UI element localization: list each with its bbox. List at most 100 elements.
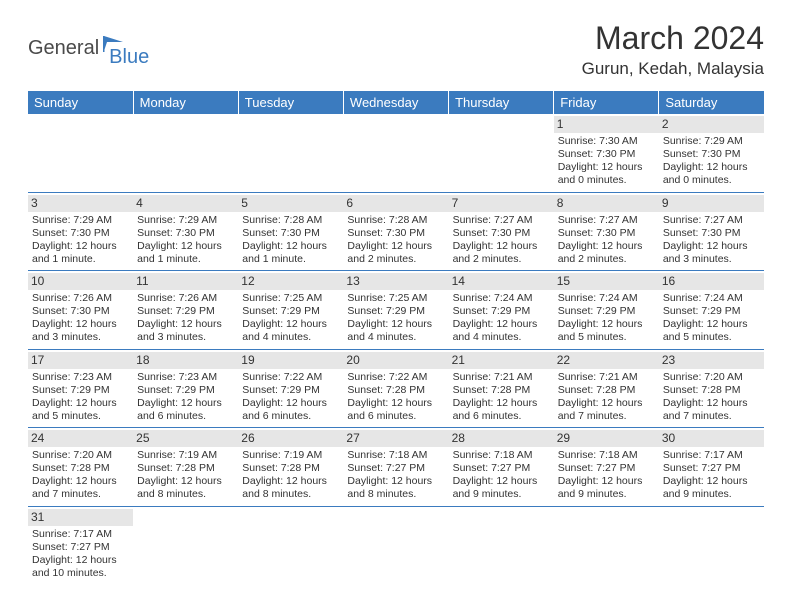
day-set: Sunset: 7:27 PM [32,541,129,554]
day-set: Sunset: 7:30 PM [453,227,550,240]
day-number: 6 [343,195,448,212]
calendar-day-cell: 29 Sunrise: 7:18 AMSunset: 7:27 PMDayligh… [554,428,659,507]
day-day: Daylight: 12 hours and 1 minute. [32,240,129,266]
day-number: 28 [449,430,554,447]
day-number: 26 [238,430,343,447]
day-number: 10 [28,273,133,290]
day-number: 29 [554,430,659,447]
day-number: 11 [133,273,238,290]
day-rise: Sunrise: 7:25 AM [347,292,444,305]
day-set: Sunset: 7:28 PM [453,384,550,397]
day-day: Daylight: 12 hours and 7 minutes. [32,475,129,501]
page-subtitle: Gurun, Kedah, Malaysia [582,59,764,79]
day-number: 8 [554,195,659,212]
day-day: Daylight: 12 hours and 9 minutes. [558,475,655,501]
calendar-day-cell: 7Sunrise: 7:27 AMSunset: 7:30 PMDaylight… [449,192,554,271]
day-set: Sunset: 7:30 PM [242,227,339,240]
day-rise: Sunrise: 7:19 AM [242,449,339,462]
day-number: 5 [238,195,343,212]
day-day: Daylight: 12 hours and 3 minutes. [137,318,234,344]
day-number: 9 [659,195,764,212]
calendar-day-cell: . [343,506,448,584]
day-rise: Sunrise: 7:26 AM [32,292,129,305]
day-number: 21 [449,352,554,369]
calendar-day-cell: 25Sunrise: 7:19 AMSunset: 7:28 PMDayligh… [133,428,238,507]
day-day: Daylight: 12 hours and 0 minutes. [558,161,655,187]
day-number: 15 [554,273,659,290]
calendar-day-cell: 17Sunrise: 7:23 AMSunset: 7:29 PMDayligh… [28,349,133,428]
calendar-day-cell: 23Sunrise: 7:20 AMSunset: 7:28 PMDayligh… [659,349,764,428]
day-day: Daylight: 12 hours and 5 minutes. [663,318,760,344]
day-set: Sunset: 7:29 PM [137,305,234,318]
day-number: 30 [659,430,764,447]
day-rise: Sunrise: 7:30 AM [558,135,655,148]
day-set: Sunset: 7:27 PM [558,462,655,475]
calendar-day-cell: 1Sunrise: 7:30 AMSunset: 7:30 PMDaylight… [554,114,659,192]
weekday-header: Sunday [28,91,133,114]
day-rise: Sunrise: 7:22 AM [242,371,339,384]
day-set: Sunset: 7:27 PM [663,462,760,475]
calendar-day-cell: 2Sunrise: 7:29 AMSunset: 7:30 PMDaylight… [659,114,764,192]
day-set: Sunset: 7:30 PM [347,227,444,240]
day-set: Sunset: 7:29 PM [137,384,234,397]
day-set: Sunset: 7:29 PM [347,305,444,318]
calendar-day-cell: 26 Sunrise: 7:19 AMSunset: 7:28 PMDayligh… [238,428,343,507]
page-title: March 2024 [582,20,764,57]
day-day: Daylight: 12 hours and 0 minutes. [663,161,760,187]
day-day: Daylight: 12 hours and 8 minutes. [242,475,339,501]
calendar-day-cell: 21Sunrise: 7:21 AMSunset: 7:28 PMDayligh… [449,349,554,428]
day-rise: Sunrise: 7:24 AM [453,292,550,305]
day-set: Sunset: 7:30 PM [32,305,129,318]
calendar-day-cell: 16Sunrise: 7:24 AMSunset: 7:29 PMDayligh… [659,271,764,350]
calendar-day-cell: 20Sunrise: 7:22 AMSunset: 7:28 PMDayligh… [343,349,448,428]
calendar-day-cell: . [449,114,554,192]
day-set: Sunset: 7:29 PM [558,305,655,318]
day-day: Daylight: 12 hours and 7 minutes. [663,397,760,423]
calendar-week-row: 10 Sunrise: 7:26 AMSunset: 7:30 PM Dayligh… [28,271,764,350]
day-rise: Sunrise: 7:28 AM [347,214,444,227]
day-number: 20 [343,352,448,369]
day-rise: Sunrise: 7:25 AM [242,292,339,305]
day-number: 4 [133,195,238,212]
calendar-day-cell: 4Sunrise: 7:29 AMSunset: 7:30 PMDaylight… [133,192,238,271]
day-set: Sunset: 7:28 PM [347,384,444,397]
day-rise: Sunrise: 7:24 AM [558,292,655,305]
calendar-day-cell: . [449,506,554,584]
day-day: Daylight: 12 hours and 5 minutes. [32,397,129,423]
day-rise: Sunrise: 7:29 AM [137,214,234,227]
day-day: Daylight: 12 hours and 1 minute. [137,240,234,266]
logo: General Blue [28,28,149,69]
day-day: Daylight: 12 hours and 8 minutes. [137,475,234,501]
day-set: Sunset: 7:28 PM [242,462,339,475]
day-rise: Sunrise: 7:18 AM [558,449,655,462]
day-day: Daylight: 12 hours and 6 minutes. [242,397,339,423]
day-rise: Sunrise: 7:23 AM [137,371,234,384]
day-number: 12 [238,273,343,290]
calendar-body: .....1Sunrise: 7:30 AMSunset: 7:30 PMDay… [28,114,764,584]
logo-text-1: General [28,37,99,60]
calendar-day-cell: 15Sunrise: 7:24 AMSunset: 7:29 PMDayligh… [554,271,659,350]
day-rise: Sunrise: 7:18 AM [453,449,550,462]
calendar-day-cell: . [659,506,764,584]
day-set: Sunset: 7:29 PM [663,305,760,318]
day-rise: Sunrise: 7:24 AM [663,292,760,305]
calendar-day-cell: 3Sunrise: 7:29 AMSunset: 7:30 PMDaylight… [28,192,133,271]
day-number: 7 [449,195,554,212]
day-set: Sunset: 7:30 PM [663,148,760,161]
day-set: Sunset: 7:29 PM [453,305,550,318]
day-rise: Sunrise: 7:28 AM [242,214,339,227]
day-set: Sunset: 7:30 PM [32,227,129,240]
calendar-day-cell: 12Sunrise: 7:25 AMSunset: 7:29 PMDayligh… [238,271,343,350]
day-set: Sunset: 7:28 PM [558,384,655,397]
weekday-header: Saturday [659,91,764,114]
day-rise: Sunrise: 7:21 AM [453,371,550,384]
day-day: Daylight: 12 hours and 8 minutes. [347,475,444,501]
day-rise: Sunrise: 7:17 AM [663,449,760,462]
day-day: Daylight: 12 hours and 6 minutes. [347,397,444,423]
day-day: Daylight: 12 hours and 4 minutes. [453,318,550,344]
calendar-day-cell: 14Sunrise: 7:24 AMSunset: 7:29 PMDayligh… [449,271,554,350]
day-rise: Sunrise: 7:20 AM [663,371,760,384]
calendar-day-cell: 10Sunrise: 7:26 AMSunset: 7:30 PMDayligh… [28,271,133,350]
day-number: 18 [133,352,238,369]
day-rise: Sunrise: 7:18 AM [347,449,444,462]
